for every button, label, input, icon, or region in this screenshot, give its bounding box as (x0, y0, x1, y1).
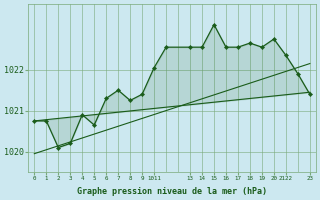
X-axis label: Graphe pression niveau de la mer (hPa): Graphe pression niveau de la mer (hPa) (77, 187, 267, 196)
